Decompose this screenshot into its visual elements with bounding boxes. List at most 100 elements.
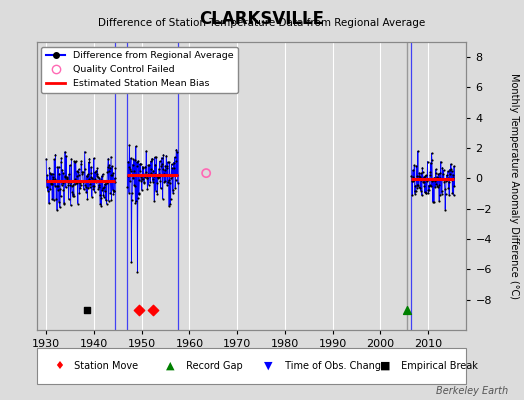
Point [153,173,161,179]
Point [79,178,87,184]
Point [50,156,58,163]
Point [151,171,159,178]
Point [106,172,115,178]
Text: CLARKSVILLE: CLARKSVILLE [200,10,324,28]
Point [155,171,163,177]
Text: ▲: ▲ [166,361,174,371]
Point [106,165,114,171]
Point [48,170,57,177]
Point [202,170,210,176]
Point [64,196,73,202]
Point [129,168,138,174]
Text: ♦: ♦ [54,361,64,371]
Point [129,156,138,162]
Point [71,176,79,182]
Point [165,203,173,209]
Point [141,163,150,170]
Point [64,182,72,188]
Point [136,160,145,167]
Point [163,181,171,188]
Point [139,176,147,182]
Point [103,180,111,186]
Point [412,188,420,194]
Point [408,178,416,184]
Point [138,176,146,182]
Point [131,200,139,206]
Point [99,171,107,178]
Point [402,307,411,314]
Point [80,178,89,185]
Point [68,189,77,195]
Point [55,170,63,177]
Point [84,159,93,166]
Point [92,171,101,178]
Point [146,173,154,180]
Point [102,177,111,184]
Point [82,189,91,195]
Point [59,180,67,186]
Point [61,174,70,180]
Point [430,175,439,182]
Point [140,171,149,177]
Point [163,159,172,165]
Point [94,182,103,188]
Point [172,146,180,153]
Point [420,174,428,180]
Point [85,176,93,182]
Point [157,185,165,192]
Point [107,171,116,178]
Point [77,161,85,167]
Point [422,190,431,196]
Point [427,183,435,190]
Point [46,186,54,192]
Point [42,156,50,162]
Point [128,190,136,196]
Point [47,180,55,186]
Point [141,174,149,180]
Point [104,156,113,162]
Point [407,173,416,179]
Point [88,193,96,200]
Point [409,174,417,180]
Point [446,171,455,178]
Point [171,184,179,191]
Point [96,201,104,208]
Point [168,165,177,171]
Point [133,163,141,169]
Point [83,172,91,179]
Point [109,170,117,176]
Point [101,181,109,188]
Point [47,181,56,187]
Point [98,187,106,193]
Point [412,163,420,169]
Point [54,164,63,170]
Text: ▼: ▼ [265,361,273,371]
Point [54,187,62,194]
Point [80,186,88,192]
Point [421,190,430,196]
Point [46,170,54,176]
Point [443,177,451,184]
Point [148,156,156,162]
Point [135,307,144,314]
Point [432,166,440,172]
Legend: Difference from Regional Average, Quality Control Failed, Estimated Station Mean: Difference from Regional Average, Qualit… [41,47,238,93]
Point [162,165,171,171]
Point [446,176,454,182]
Point [92,168,101,174]
Point [433,182,441,189]
Point [160,167,169,174]
Point [127,155,135,161]
Point [52,196,60,202]
Point [51,182,59,189]
FancyBboxPatch shape [37,348,466,384]
Point [438,188,446,194]
Point [101,181,110,188]
Point [43,188,52,194]
Point [45,178,53,184]
Point [90,155,98,161]
Point [104,198,113,204]
Point [96,191,104,198]
Point [135,176,144,183]
Point [173,148,181,155]
